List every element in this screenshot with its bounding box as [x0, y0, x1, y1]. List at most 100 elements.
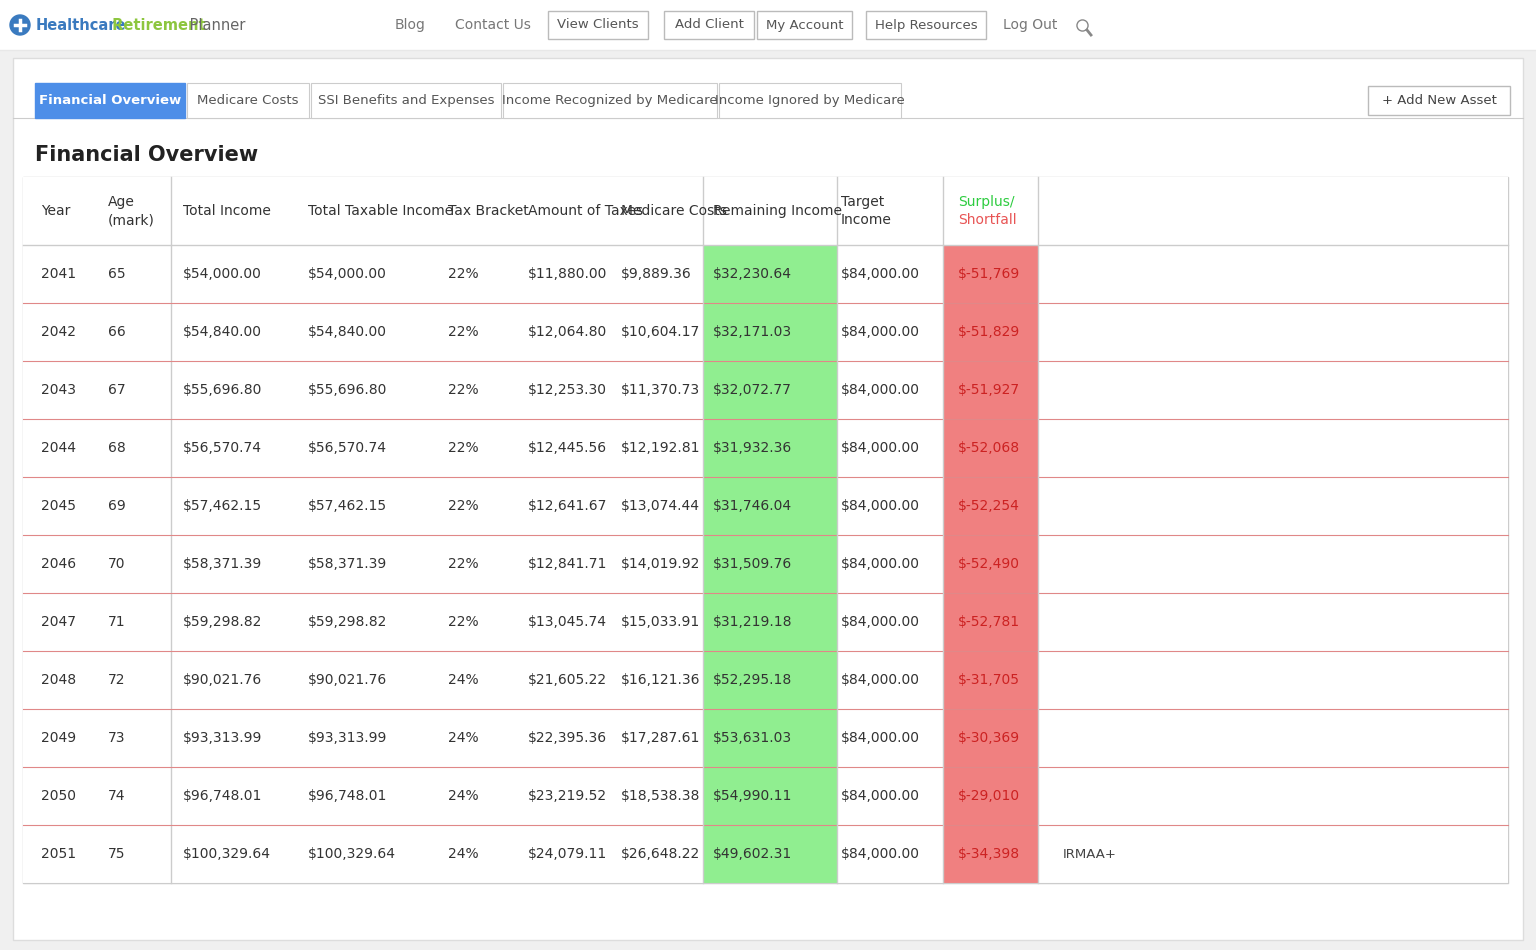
Text: $-31,705: $-31,705	[958, 673, 1020, 687]
Text: $84,000.00: $84,000.00	[842, 673, 920, 687]
Text: Financial Overview: Financial Overview	[35, 145, 258, 165]
Text: $32,072.77: $32,072.77	[713, 383, 793, 397]
Text: 2046: 2046	[41, 557, 77, 571]
Text: $90,021.76: $90,021.76	[183, 673, 263, 687]
Bar	[0, 0, 1536, 50]
Text: $93,313.99: $93,313.99	[309, 731, 387, 745]
Text: $-34,398: $-34,398	[958, 847, 1020, 861]
Text: $96,748.01: $96,748.01	[183, 789, 263, 803]
Text: $-52,490: $-52,490	[958, 557, 1020, 571]
Text: $12,253.30: $12,253.30	[528, 383, 607, 397]
Text: $-29,010: $-29,010	[958, 789, 1020, 803]
Circle shape	[11, 15, 31, 35]
Text: 68: 68	[108, 441, 126, 455]
Bar	[664, 11, 754, 39]
Text: $21,605.22: $21,605.22	[528, 673, 607, 687]
Text: 22%: 22%	[449, 499, 479, 513]
Bar	[943, 709, 1038, 767]
Bar	[866, 11, 986, 39]
Text: $100,329.64: $100,329.64	[309, 847, 396, 861]
Text: $93,313.99: $93,313.99	[183, 731, 263, 745]
Text: $32,230.64: $32,230.64	[713, 267, 793, 281]
Text: $32,171.03: $32,171.03	[713, 325, 793, 339]
Text: $24,079.11: $24,079.11	[528, 847, 607, 861]
Text: $17,287.61: $17,287.61	[621, 731, 700, 745]
Text: $100,329.64: $100,329.64	[183, 847, 270, 861]
Text: My Account: My Account	[766, 18, 843, 31]
Text: $84,000.00: $84,000.00	[842, 847, 920, 861]
Text: Total Income: Total Income	[183, 204, 270, 218]
Text: Financial Overview: Financial Overview	[38, 94, 181, 107]
Bar	[23, 361, 1508, 419]
Text: 22%: 22%	[449, 557, 479, 571]
Bar	[943, 825, 1038, 883]
Text: $31,219.18: $31,219.18	[713, 615, 793, 629]
Text: $12,064.80: $12,064.80	[528, 325, 607, 339]
Text: $31,932.36: $31,932.36	[713, 441, 793, 455]
Text: $12,192.81: $12,192.81	[621, 441, 700, 455]
Bar	[943, 593, 1038, 651]
Bar	[703, 303, 837, 361]
Text: $12,445.56: $12,445.56	[528, 441, 607, 455]
Text: $84,000.00: $84,000.00	[842, 789, 920, 803]
Text: Blog: Blog	[395, 18, 425, 32]
Text: Add Client: Add Client	[674, 18, 743, 31]
Text: $96,748.01: $96,748.01	[309, 789, 387, 803]
Bar	[943, 361, 1038, 419]
Text: Total Taxable Income: Total Taxable Income	[309, 204, 453, 218]
Text: $57,462.15: $57,462.15	[183, 499, 263, 513]
Text: $53,631.03: $53,631.03	[713, 731, 793, 745]
Text: $-51,769: $-51,769	[958, 267, 1020, 281]
Bar	[703, 245, 837, 303]
Bar	[23, 535, 1508, 593]
Text: 2044: 2044	[41, 441, 75, 455]
Bar	[502, 83, 717, 118]
Text: $55,696.80: $55,696.80	[183, 383, 263, 397]
Text: $14,019.92: $14,019.92	[621, 557, 700, 571]
Bar	[23, 177, 1508, 245]
Text: SSI Benefits and Expenses: SSI Benefits and Expenses	[318, 94, 495, 107]
Text: 22%: 22%	[449, 325, 479, 339]
Text: $84,000.00: $84,000.00	[842, 731, 920, 745]
Text: $22,395.36: $22,395.36	[528, 731, 607, 745]
Text: $-51,829: $-51,829	[958, 325, 1020, 339]
Text: 69: 69	[108, 499, 126, 513]
Text: $31,746.04: $31,746.04	[713, 499, 793, 513]
Text: 2050: 2050	[41, 789, 75, 803]
Text: 74: 74	[108, 789, 126, 803]
Text: + Add New Asset: + Add New Asset	[1381, 94, 1496, 107]
Bar	[719, 83, 902, 118]
Bar	[23, 709, 1508, 767]
Bar	[23, 825, 1508, 883]
Bar	[23, 767, 1508, 825]
Text: Target
Income: Target Income	[842, 195, 892, 227]
Text: Shortfall: Shortfall	[958, 213, 1017, 227]
Text: $54,990.11: $54,990.11	[713, 789, 793, 803]
Text: $55,696.80: $55,696.80	[309, 383, 387, 397]
Text: $-30,369: $-30,369	[958, 731, 1020, 745]
Text: $-52,781: $-52,781	[958, 615, 1020, 629]
Text: $58,371.39: $58,371.39	[309, 557, 387, 571]
Text: $-52,068: $-52,068	[958, 441, 1020, 455]
Text: 2042: 2042	[41, 325, 75, 339]
Bar	[23, 303, 1508, 361]
Bar	[23, 177, 1508, 883]
Text: $13,045.74: $13,045.74	[528, 615, 607, 629]
Bar	[943, 535, 1038, 593]
Text: $49,602.31: $49,602.31	[713, 847, 793, 861]
Text: $54,840.00: $54,840.00	[309, 325, 387, 339]
Text: $90,021.76: $90,021.76	[309, 673, 387, 687]
Text: Income Recognized by Medicare: Income Recognized by Medicare	[502, 94, 717, 107]
Text: 22%: 22%	[449, 615, 479, 629]
Bar	[943, 245, 1038, 303]
Text: $10,604.17: $10,604.17	[621, 325, 700, 339]
Text: 24%: 24%	[449, 789, 479, 803]
Text: Medicare Costs: Medicare Costs	[197, 94, 298, 107]
Text: 66: 66	[108, 325, 126, 339]
Text: $84,000.00: $84,000.00	[842, 325, 920, 339]
Text: $84,000.00: $84,000.00	[842, 499, 920, 513]
Bar	[943, 419, 1038, 477]
Text: $54,840.00: $54,840.00	[183, 325, 263, 339]
Text: $9,889.36: $9,889.36	[621, 267, 691, 281]
Text: $54,000.00: $54,000.00	[183, 267, 261, 281]
